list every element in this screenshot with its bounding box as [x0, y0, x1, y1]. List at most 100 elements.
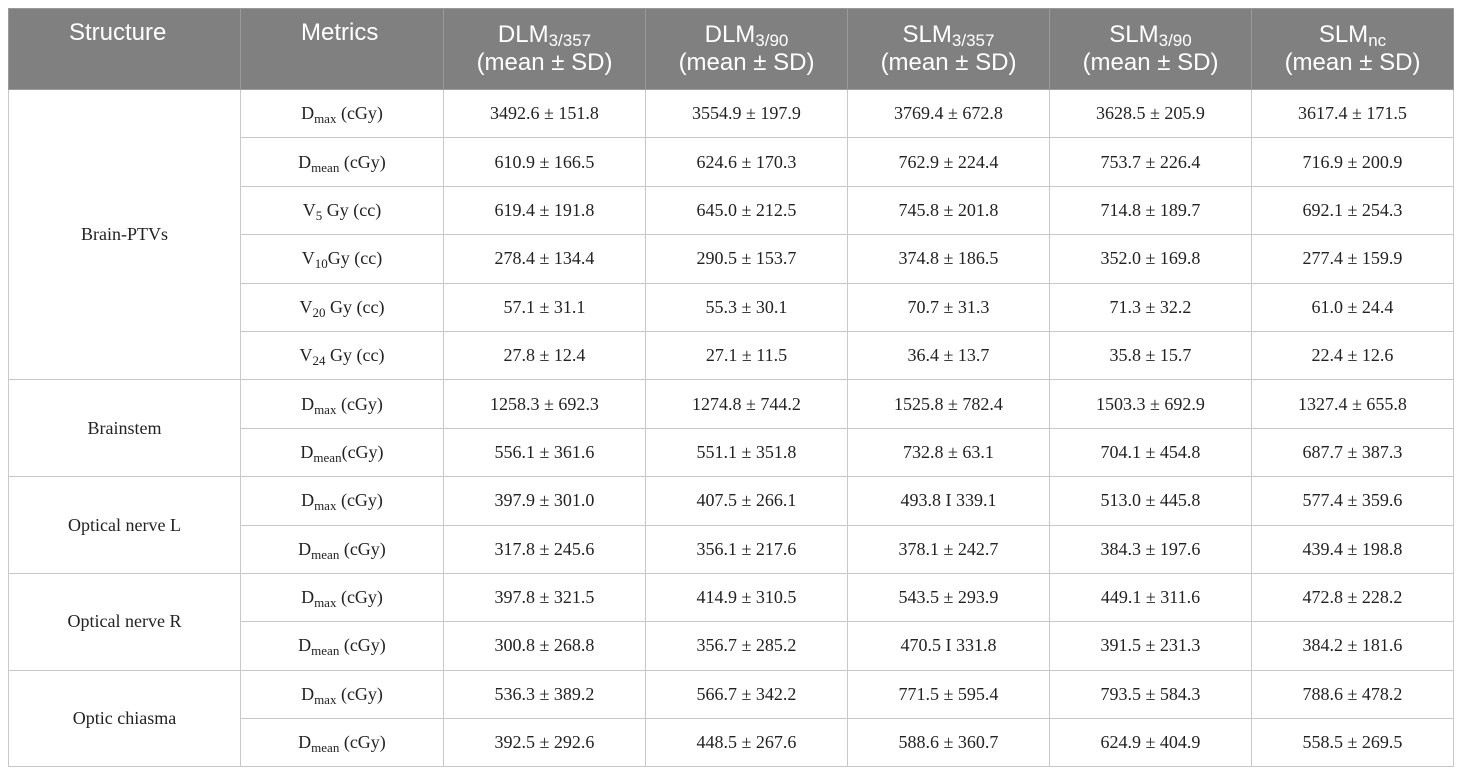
value-text: 624.6 ± 170.3 — [696, 151, 797, 172]
value-cell: 732.8 ± 63.1 — [847, 427, 1050, 478]
metric-rest: Gy (cc) — [325, 345, 385, 366]
value-text: 556.1 ± 361.6 — [494, 441, 595, 462]
value-cell: 397.8 ± 321.5 — [443, 572, 646, 623]
value-cell: 3492.6 ± 151.8 — [443, 88, 646, 139]
header-row: Structure Metrics DLM3/357 (mean ± SD) DLM3/… — [8, 8, 1454, 90]
table-row: Dmean (cGy) 610.9 ± 166.5 624.6 ± 170.3 762… — [9, 137, 1454, 187]
header-main: DLM — [704, 21, 756, 48]
metric-sub: 10 — [314, 256, 328, 272]
metric-main: D — [301, 683, 315, 704]
metric-main: V — [299, 296, 313, 317]
metric-cell: Dmax (cGy) — [240, 669, 444, 720]
header-cell: Metrics — [240, 8, 444, 90]
value-text: 619.4 ± 191.8 — [494, 199, 595, 220]
value-text: 35.8 ± 15.7 — [1109, 345, 1192, 366]
value-text: 448.5 ± 267.6 — [696, 732, 797, 753]
value-text: 588.6 ± 360.7 — [898, 732, 999, 753]
data-table: Structure Metrics DLM3/357 (mean ± SD) DLM3/… — [8, 8, 1454, 768]
value-cell: 278.4 ± 134.4 — [443, 234, 646, 284]
value-cell: 61.0 ± 24.4 — [1251, 282, 1454, 332]
metric-rest: (cGy) — [339, 635, 386, 656]
value-text: 3769.4 ± 672.8 — [894, 103, 1003, 124]
value-cell: 1503.3 ± 692.9 — [1049, 379, 1252, 429]
metric-cell: V5 Gy (cc) — [240, 185, 444, 236]
structure-label: Optical nerve R — [67, 611, 182, 632]
value-text: 543.5 ± 293.9 — [898, 587, 999, 608]
value-text: 1258.3 ± 692.3 — [490, 393, 599, 414]
value-text: 745.8 ± 201.8 — [898, 199, 999, 220]
metric-rest: (cGy) — [336, 587, 383, 608]
metric-sub: mean — [313, 449, 342, 465]
table-row: Dmean (cGy) 317.8 ± 245.6 356.1 ± 217.6 378… — [9, 524, 1454, 574]
value-cell: 356.1 ± 217.6 — [645, 524, 848, 574]
value-text: 687.7 ± 387.3 — [1302, 441, 1403, 462]
metric-sub: max — [314, 595, 337, 611]
header-sub: 3/357 — [951, 31, 995, 50]
value-text: 1503.3 ± 692.9 — [1096, 393, 1205, 414]
value-cell: 762.9 ± 224.4 — [847, 137, 1050, 187]
header-main: DLM — [497, 21, 549, 48]
value-text: 70.7 ± 31.3 — [907, 296, 990, 317]
value-cell: 551.1 ± 351.8 — [645, 427, 848, 478]
value-cell: 624.9 ± 404.9 — [1049, 718, 1252, 768]
metric-cell: Dmean (cGy) — [240, 524, 444, 574]
metric-main: D — [298, 151, 312, 172]
value-cell: 1327.4 ± 655.8 — [1251, 379, 1454, 429]
table-body: Brain-PTVs Dmax (cGy) 3492.6 ± 151.8 3554.9… — [8, 88, 1454, 768]
value-text: 27.1 ± 11.5 — [705, 345, 788, 366]
metric-rest: (cGy) — [339, 538, 386, 559]
value-cell: 27.8 ± 12.4 — [443, 330, 646, 381]
value-cell: 543.5 ± 293.9 — [847, 572, 1050, 623]
metric-main: V — [301, 248, 315, 269]
metric-rest: (cGy) — [336, 103, 383, 124]
value-text: 384.3 ± 197.6 — [1100, 538, 1201, 559]
metric-main: V — [302, 199, 316, 220]
metric-rest: (cGy) — [336, 683, 383, 704]
value-cell: 556.1 ± 361.6 — [443, 427, 646, 478]
value-cell: 374.8 ± 186.5 — [847, 234, 1050, 284]
value-text: 439.4 ± 198.8 — [1302, 538, 1403, 559]
value-cell: 619.4 ± 191.8 — [443, 185, 646, 236]
value-text: 610.9 ± 166.5 — [494, 151, 595, 172]
value-text: 732.8 ± 63.1 — [903, 441, 994, 462]
value-cell: 1525.8 ± 782.4 — [847, 379, 1050, 429]
table-row: Dmean (cGy) 392.5 ± 292.6 448.5 ± 267.6 588… — [9, 718, 1454, 768]
metric-rest: Gy (cc) — [322, 199, 382, 220]
metric-cell: Dmax (cGy) — [240, 476, 444, 526]
structure-cell: Optical nerve L — [8, 476, 241, 574]
value-text: 493.8 I 339.1 — [900, 490, 997, 511]
metric-cell: Dmean(cGy) — [240, 427, 444, 478]
metric-rest: Gy (cc) — [327, 248, 383, 269]
metric-cell: Dmax (cGy) — [240, 88, 444, 139]
metric-main: D — [301, 393, 315, 414]
table-row: V24 Gy (cc) 27.8 ± 12.4 27.1 ± 11.5 36.4 ± … — [9, 330, 1454, 381]
value-cell: 3554.9 ± 197.9 — [645, 88, 848, 139]
table-row: Optical nerve L Dmax (cGy) 397.9 ± 301.0 40… — [8, 476, 1454, 574]
value-cell: 610.9 ± 166.5 — [443, 137, 646, 187]
metric-cell: V24 Gy (cc) — [240, 330, 444, 381]
value-text: 624.9 ± 404.9 — [1100, 732, 1201, 753]
header-cell: DLM3/90 (mean ± SD) — [645, 8, 848, 90]
table-row: Dmean (cGy) 300.8 ± 268.8 356.7 ± 285.2 470… — [9, 621, 1454, 671]
table-row: Dmean(cGy) 556.1 ± 361.6 551.1 ± 351.8 732.… — [9, 427, 1454, 478]
value-text: 645.0 ± 212.5 — [696, 199, 797, 220]
structure-cell: Brain-PTVs — [8, 88, 241, 381]
metric-main: V — [299, 345, 313, 366]
value-cell: 745.8 ± 201.8 — [847, 185, 1050, 236]
value-text: 397.9 ± 301.0 — [494, 490, 595, 511]
value-cell: 1258.3 ± 692.3 — [443, 379, 646, 429]
header-cell: SLM3/90 (mean ± SD) — [1049, 8, 1252, 90]
value-cell: 714.8 ± 189.7 — [1049, 185, 1252, 236]
value-text: 290.5 ± 153.7 — [696, 248, 797, 269]
metric-main: D — [298, 635, 312, 656]
metric-rest: (cGy) — [339, 151, 386, 172]
table-row: V5 Gy (cc) 619.4 ± 191.8 645.0 ± 212.5 745.… — [9, 185, 1454, 236]
value-cell: 472.8 ± 228.2 — [1251, 572, 1454, 623]
value-text: 317.8 ± 245.6 — [494, 538, 595, 559]
value-text: 1525.8 ± 782.4 — [894, 393, 1003, 414]
value-text: 61.0 ± 24.4 — [1311, 296, 1394, 317]
structure-label: Brain-PTVs — [81, 224, 168, 245]
value-cell: 300.8 ± 268.8 — [443, 621, 646, 671]
structure-label: Optical nerve L — [68, 514, 181, 535]
